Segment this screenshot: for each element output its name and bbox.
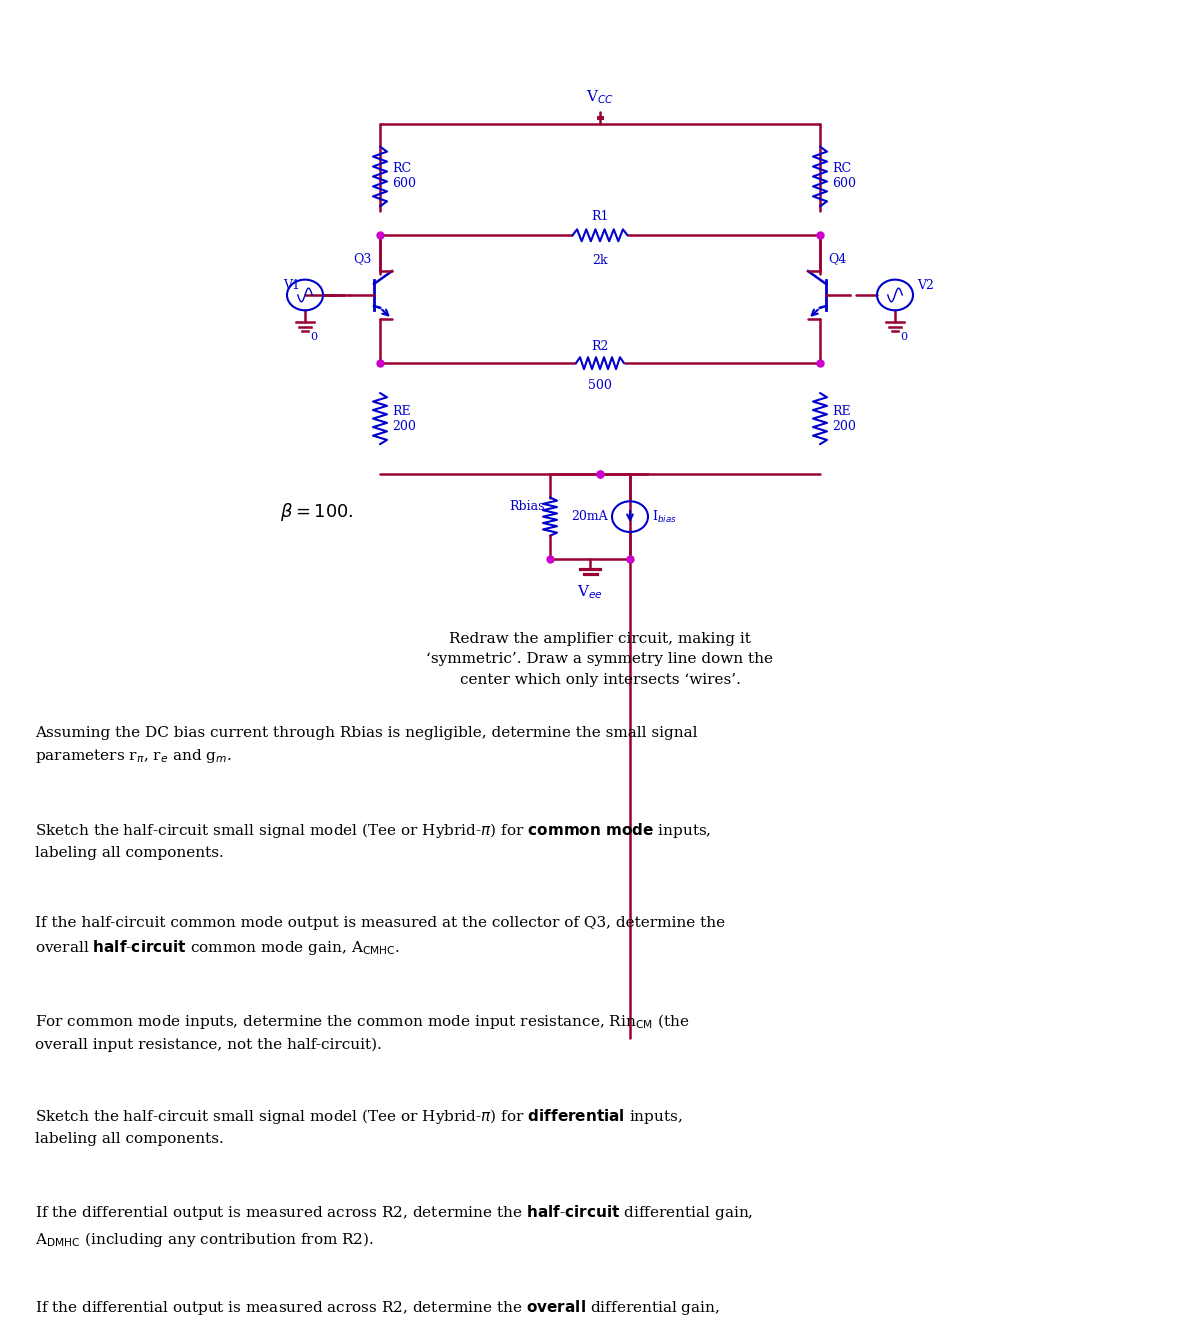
- Text: $\beta = 100.$: $\beta = 100.$: [280, 501, 354, 524]
- Text: RC
600: RC 600: [832, 162, 856, 190]
- Text: 0: 0: [310, 333, 317, 342]
- Text: V$_{ee}$: V$_{ee}$: [577, 583, 602, 601]
- Text: 500: 500: [588, 378, 612, 391]
- Text: R2: R2: [592, 339, 608, 353]
- Text: If the half-circuit common mode output is measured at the collector of Q3, deter: If the half-circuit common mode output i…: [35, 916, 725, 957]
- Text: Redraw the amplifier circuit, making it
‘symmetric’. Draw a symmetry line down t: Redraw the amplifier circuit, making it …: [426, 631, 774, 687]
- Text: R1: R1: [592, 210, 608, 223]
- Text: If the differential output is measured across R2, determine the $\mathbf{half}$-: If the differential output is measured a…: [35, 1203, 754, 1249]
- Text: Rbias: Rbias: [510, 500, 545, 513]
- Text: For common mode inputs, determine the common mode input resistance, Rin$_{\mathr: For common mode inputs, determine the co…: [35, 1012, 689, 1052]
- Text: V2: V2: [917, 278, 934, 292]
- Text: Sketch the half-circuit small signal model (Tee or Hybrid-$\pi$) for $\mathbf{di: Sketch the half-circuit small signal mod…: [35, 1107, 683, 1147]
- Text: 0: 0: [900, 333, 907, 342]
- Text: Q4: Q4: [828, 252, 846, 265]
- Text: Q3: Q3: [354, 252, 372, 265]
- Text: RE
200: RE 200: [832, 404, 856, 432]
- Text: I$_{bias}$: I$_{bias}$: [652, 509, 677, 525]
- Text: RE
200: RE 200: [392, 404, 416, 432]
- Text: V$_{CC}$: V$_{CC}$: [586, 88, 614, 106]
- Text: RC
600: RC 600: [392, 162, 416, 190]
- Text: V1: V1: [283, 278, 300, 292]
- Text: If the differential output is measured across R2, determine the $\mathbf{overall: If the differential output is measured a…: [35, 1298, 720, 1326]
- Text: 2k: 2k: [593, 255, 607, 267]
- Text: Assuming the DC bias current through Rbias is negligible, determine the small si: Assuming the DC bias current through Rbi…: [35, 725, 697, 765]
- Text: 20mA: 20mA: [571, 511, 608, 524]
- Text: Sketch the half-circuit small signal model (Tee or Hybrid-$\pi$) for $\mathbf{co: Sketch the half-circuit small signal mod…: [35, 821, 712, 861]
